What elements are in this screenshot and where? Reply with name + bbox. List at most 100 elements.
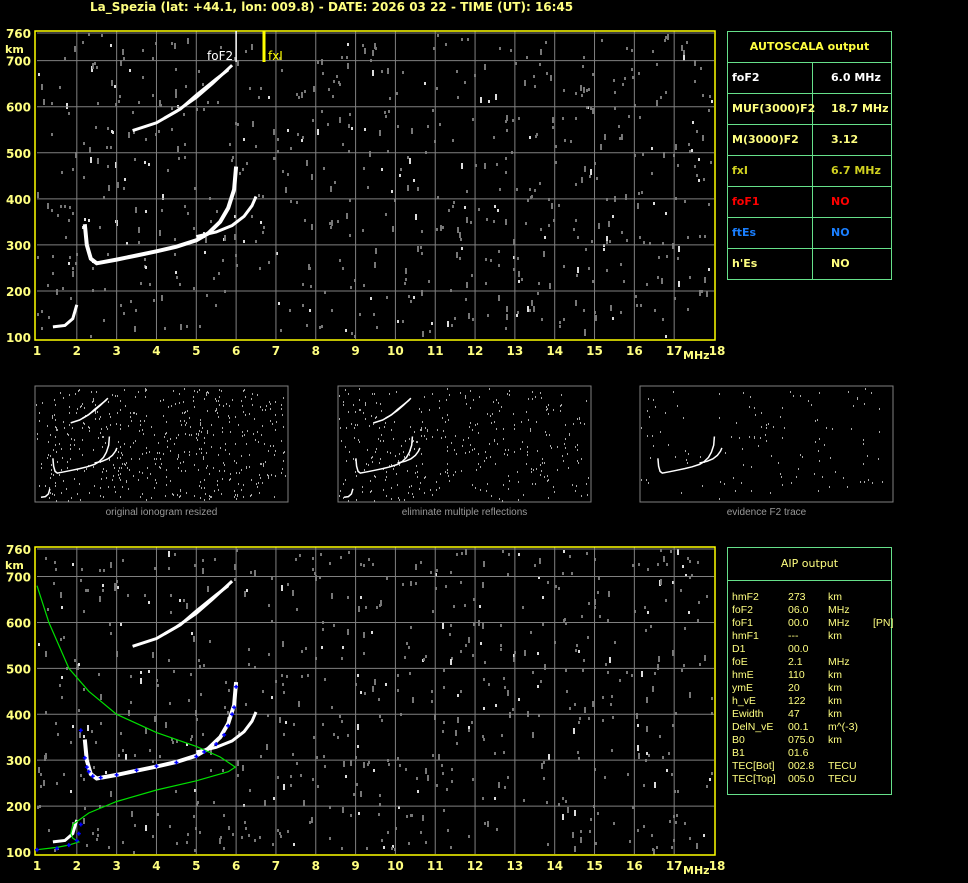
aip-cell: 2.1 — [788, 656, 803, 668]
noise-dot — [509, 394, 510, 396]
noise-dot — [139, 458, 140, 460]
noise-dot — [252, 404, 253, 406]
noise-dot — [627, 773, 629, 776]
noise-dot — [275, 429, 276, 431]
noise-dot — [120, 400, 121, 402]
noise-dot — [364, 48, 366, 54]
noise-dot — [412, 697, 414, 703]
noise-dot — [440, 473, 441, 475]
noise-dot — [533, 469, 534, 471]
noise-dot — [242, 431, 243, 433]
noise-dot — [411, 485, 412, 487]
noise-dot — [154, 716, 156, 722]
noise-dot — [487, 413, 488, 415]
noise-dot — [758, 445, 759, 447]
noise-dot — [550, 75, 552, 81]
thumbnail-image — [639, 385, 894, 503]
noise-dot — [72, 168, 74, 171]
x-tick-label: 11 — [427, 344, 444, 358]
noise-dot — [684, 822, 686, 825]
noise-dot — [380, 440, 381, 442]
echo-trace-x-F — [195, 195, 258, 239]
noise-dot — [532, 483, 533, 485]
noise-dot — [232, 156, 234, 159]
aip-cell: 00.1 — [788, 721, 809, 733]
noise-dot — [349, 451, 350, 453]
noise-dot — [648, 398, 649, 400]
noise-dot — [435, 573, 437, 576]
noise-dot — [127, 594, 129, 597]
noise-dot — [52, 415, 53, 417]
noise-dot — [478, 463, 479, 465]
noise-dot — [128, 132, 130, 138]
noise-dot — [330, 186, 332, 192]
noise-dot — [303, 800, 305, 806]
noise-dot — [480, 466, 481, 468]
autoscala-value: 3.12 — [831, 133, 859, 146]
noise-dot — [553, 219, 555, 222]
noise-dot — [410, 583, 412, 586]
noise-dot — [606, 198, 608, 201]
noise-dot — [91, 391, 92, 393]
noise-dot — [175, 790, 177, 793]
noise-dot — [37, 433, 38, 435]
noise-dot — [186, 492, 187, 494]
noise-dot — [554, 491, 555, 493]
noise-dot — [541, 470, 542, 472]
noise-dot — [637, 724, 639, 727]
noise-dot — [404, 499, 405, 501]
noise-dot — [306, 160, 308, 163]
noise-dot — [587, 494, 588, 496]
noise-dot — [163, 453, 164, 455]
noise-dot — [648, 754, 650, 757]
noise-dot — [646, 479, 647, 481]
noise-dot — [199, 831, 201, 834]
y-tick-label: 700 — [6, 55, 31, 69]
noise-dot — [610, 703, 612, 706]
noise-dot — [575, 117, 577, 120]
noise-dot — [51, 473, 52, 475]
noise-dot — [246, 589, 248, 592]
noise-dot — [47, 203, 49, 209]
noise-dot — [397, 320, 399, 323]
noise-dot — [252, 121, 254, 127]
noise-dot — [611, 749, 613, 752]
noise-dot — [405, 440, 406, 442]
noise-dot — [71, 497, 72, 499]
noise-dot — [204, 487, 205, 489]
noise-dot — [704, 235, 706, 238]
noise-dot — [41, 463, 42, 465]
noise-dot — [472, 318, 474, 321]
noise-dot — [800, 395, 801, 397]
noise-dot — [388, 763, 390, 766]
y-tick-label: 100 — [6, 331, 31, 345]
noise-dot — [103, 319, 105, 322]
noise-dot — [719, 417, 720, 419]
noise-dot — [374, 262, 376, 268]
noise-dot — [171, 42, 173, 45]
noise-dot — [90, 157, 92, 163]
aip-cell: km — [828, 682, 842, 694]
noise-dot — [535, 135, 537, 138]
noise-dot — [205, 237, 207, 243]
noise-dot — [38, 767, 40, 773]
noise-dot — [375, 47, 377, 50]
x-tick-label: 4 — [152, 859, 160, 873]
noise-dot — [585, 248, 587, 251]
noise-dot — [631, 49, 633, 52]
noise-dot — [201, 431, 202, 433]
noise-dot — [286, 675, 288, 678]
noise-dot — [100, 432, 101, 434]
noise-dot — [238, 731, 240, 734]
noise-dot — [641, 191, 643, 194]
noise-dot — [167, 440, 168, 442]
noise-dot — [64, 205, 66, 208]
noise-dot — [547, 408, 548, 410]
noise-dot — [476, 469, 477, 471]
noise-dot — [110, 791, 112, 797]
noise-dot — [199, 448, 200, 450]
noise-dot — [301, 139, 303, 142]
virtual-height-point — [74, 838, 79, 843]
virtual-height-point — [214, 742, 219, 747]
noise-dot — [238, 483, 239, 485]
